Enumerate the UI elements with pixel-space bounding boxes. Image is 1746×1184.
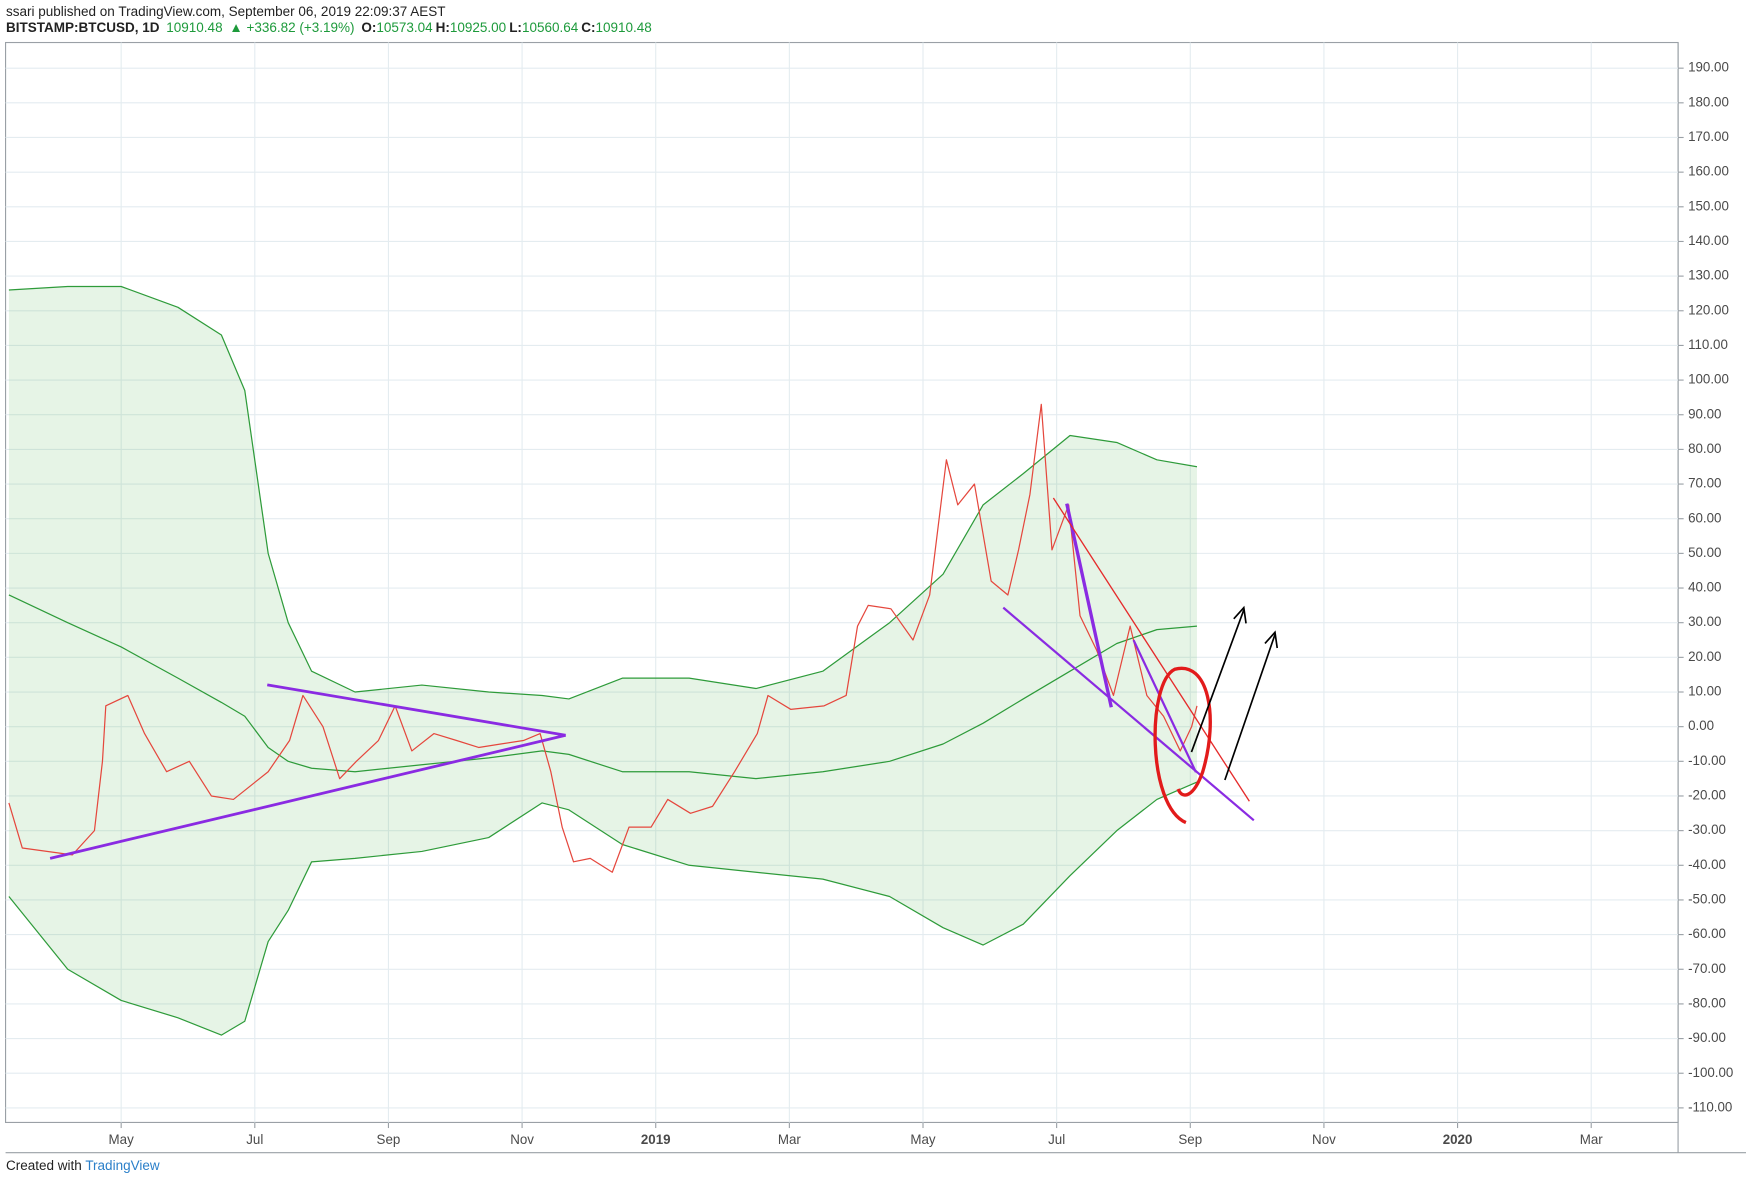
- ohlc-label: C:: [581, 20, 596, 35]
- x-tick-label: Jul: [1048, 1132, 1065, 1147]
- brand: TradingView: [85, 1158, 160, 1173]
- y-tick-label: 130.00: [1688, 268, 1729, 283]
- footer-text: Created with: [6, 1158, 82, 1173]
- y-tick-label: -10.00: [1688, 753, 1726, 768]
- y-tick-label: 20.00: [1688, 649, 1721, 664]
- y-tick-label: 0.00: [1688, 718, 1714, 733]
- y-tick-label: -110.00: [1688, 1099, 1732, 1114]
- trend-line: [267, 683, 566, 737]
- y-tick-label: 180.00: [1688, 94, 1729, 109]
- y-tick-label: 90.00: [1688, 406, 1721, 421]
- trend-line: [1052, 497, 1250, 802]
- ohlc-value: 10573.04: [376, 20, 433, 35]
- y-tick-label: -90.00: [1688, 1030, 1726, 1045]
- y-tick-label: 100.00: [1688, 372, 1729, 387]
- y-tick-label: 60.00: [1688, 510, 1721, 525]
- series-line: [8, 781, 1198, 1036]
- y-tick-label: 30.00: [1688, 614, 1721, 629]
- series-layer: [8, 285, 1198, 1036]
- x-tick-label: Nov: [510, 1132, 534, 1147]
- band-fill: [8, 286, 1197, 1036]
- plot-frame: [5, 41, 1679, 1124]
- y-tick-label: 70.00: [1688, 476, 1721, 491]
- y-tick-label: 10.00: [1688, 684, 1721, 699]
- ohlc-item: H:10925.00: [436, 20, 507, 35]
- highlight-circle: [1153, 666, 1212, 825]
- arrow-head: [1264, 630, 1279, 649]
- y-tick-label: -30.00: [1688, 822, 1726, 837]
- ohlc-value: 10925.00: [449, 20, 507, 35]
- y-tick-label: -20.00: [1688, 787, 1726, 802]
- drawings: [49, 497, 1279, 860]
- arrow: [1190, 609, 1245, 753]
- series-line: [8, 285, 1198, 700]
- y-tick-label: 160.00: [1688, 164, 1729, 179]
- y-tick-label: 110.00: [1688, 337, 1728, 352]
- grid: [5, 42, 1679, 1123]
- y-tick-label: 190.00: [1688, 60, 1729, 75]
- axes: 190.00 180.00 170.00 160.00 150.00 140.00 130.…: [109, 60, 1734, 1147]
- y-tick-label: 40.00: [1688, 580, 1721, 595]
- x-tick-label: May: [109, 1132, 135, 1147]
- x-tick-label: 2019: [641, 1132, 671, 1147]
- symbol: BITSTAMP:BTCUSD, 1D: [6, 20, 160, 35]
- quote-line: BITSTAMP:BTCUSD, 1D 10910.48 ▲ +336.82 (…: [6, 20, 655, 35]
- x-tick-label: Sep: [1178, 1132, 1202, 1147]
- trend-line: [49, 733, 566, 860]
- x-tick-label: Jul: [246, 1132, 263, 1147]
- y-tick-label: -40.00: [1688, 857, 1726, 872]
- trend-line: [1002, 606, 1255, 822]
- x-tick-label: Mar: [1580, 1132, 1604, 1147]
- y-tick-label: 50.00: [1688, 545, 1721, 560]
- y-tick-label: -50.00: [1688, 891, 1726, 906]
- y-tick-label: -80.00: [1688, 995, 1726, 1010]
- ohlc-item: O:10573.04: [361, 20, 432, 35]
- y-tick-label: 170.00: [1688, 129, 1729, 144]
- trend-line: [1065, 503, 1113, 708]
- y-tick-label: -60.00: [1688, 926, 1726, 941]
- publish-info: ssari published on TradingView.com, Sept…: [6, 4, 446, 19]
- series-line: [8, 403, 1198, 873]
- x-tick-label: Nov: [1312, 1132, 1336, 1147]
- y-tick-label: 120.00: [1688, 302, 1729, 317]
- y-tick-label: -100.00: [1688, 1065, 1733, 1080]
- ohlc-value: 10560.64: [521, 20, 579, 35]
- x-tick-label: May: [910, 1132, 936, 1147]
- ohlc-label: O:: [361, 20, 377, 35]
- ohlc-label: H:: [435, 20, 450, 35]
- x-tick-label: Sep: [377, 1132, 401, 1147]
- y-tick-label: -70.00: [1688, 961, 1726, 976]
- y-tick-label: 140.00: [1688, 233, 1729, 248]
- x-tick-label: Mar: [778, 1132, 802, 1147]
- ohlc-value: 10910.48: [595, 20, 652, 35]
- y-tick-label: 150.00: [1688, 198, 1729, 213]
- ohlc-label: L:: [509, 20, 522, 35]
- arrow: [1224, 634, 1276, 781]
- series-line: [8, 594, 1198, 780]
- ohlc-item: C:10910.48: [581, 20, 652, 35]
- publish-line: ssari published on TradingView.com, Sept…: [6, 4, 449, 19]
- last-price: 10910.48: [166, 20, 223, 35]
- footer: Created with TradingView: [6, 1158, 160, 1173]
- y-tick-label: 80.00: [1688, 441, 1721, 456]
- trend-line: [1132, 639, 1197, 773]
- change: ▲ +336.82 (+3.19%): [229, 20, 355, 35]
- ohlc-item: L:10560.64: [509, 20, 578, 35]
- arrow-head: [1233, 605, 1247, 624]
- x-tick-label: 2020: [1443, 1132, 1473, 1147]
